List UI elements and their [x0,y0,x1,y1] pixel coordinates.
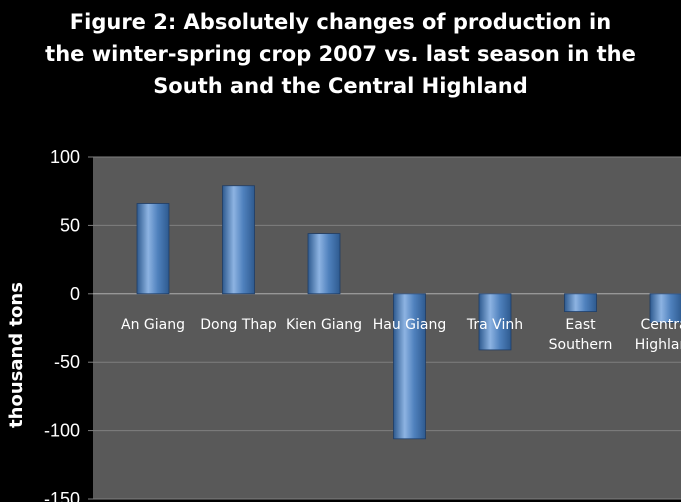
y-tick-label: -100 [44,421,80,441]
bar [222,185,255,295]
bar [649,293,681,323]
category-label: Tra Vinh [466,317,523,333]
bars [136,185,681,440]
category-labels: An Giang Dong Thap Kien Giang Hau Giang Tra … [121,317,681,353]
category-label: Dong Thap [200,317,277,333]
category-label: An Giang [121,317,185,333]
bar [564,293,597,312]
bar [136,203,170,295]
plot-area [93,157,681,499]
bar [307,233,341,295]
bar [478,293,512,351]
chart-title-line-2: the winter-spring crop 2007 vs. last sea… [45,42,636,66]
y-tick-label: -50 [54,352,80,372]
y-axis-title: thousand tons [6,282,27,428]
bar [393,293,426,440]
y-tick-label: -150 [44,489,80,502]
y-tick-label: 100 [50,147,80,167]
category-label: Hau Giang [373,317,447,333]
y-tick-labels: 100 50 0 -50 -100 -150 [44,147,80,502]
chart-title-line-3: South and the Central Highland [153,74,528,98]
chart-title-line-1: Figure 2: Absolutely changes of producti… [69,10,612,34]
category-label: East Southern [549,317,613,353]
category-label: Kien Giang [286,317,362,333]
chart-title: Figure 2: Absolutely changes of producti… [0,6,681,102]
y-tick-label: 50 [60,215,80,235]
y-tick-label: 0 [70,284,80,304]
